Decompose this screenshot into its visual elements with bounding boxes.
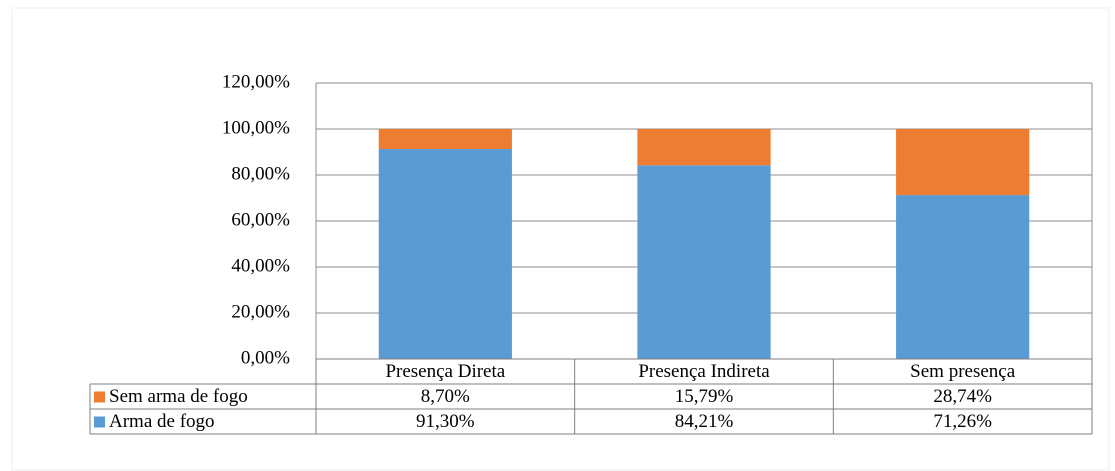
- legend-label: Sem arma de fogo: [109, 386, 248, 407]
- bar-segment: [378, 129, 512, 150]
- bar-segment: [378, 149, 512, 359]
- y-tick-label: 120,00%: [222, 71, 290, 92]
- y-tick-label: 40,00%: [231, 255, 290, 276]
- y-tick-label: 60,00%: [231, 209, 290, 230]
- legend-label: Arma de fogo: [109, 411, 215, 432]
- bar-segment: [637, 165, 771, 359]
- y-tick-label: 20,00%: [231, 301, 290, 322]
- bar-segment: [896, 129, 1030, 196]
- bar-segment: [896, 195, 1030, 359]
- data-label: 71,26%: [933, 411, 992, 432]
- legend-key: [94, 391, 105, 403]
- x-tick-label: Presença Direta: [385, 361, 505, 382]
- data-label: 28,74%: [933, 386, 992, 407]
- chart-border: [11, 7, 1110, 471]
- x-tick-label: Presença Indireta: [638, 361, 770, 382]
- legend-key: [94, 416, 105, 428]
- data-label: 84,21%: [675, 411, 734, 432]
- data-label: 91,30%: [416, 411, 475, 432]
- y-tick-label: 100,00%: [222, 117, 290, 138]
- y-tick-label: 80,00%: [231, 163, 290, 184]
- bar-segment: [637, 129, 771, 166]
- data-label: 15,79%: [675, 386, 734, 407]
- data-label: 8,70%: [421, 386, 470, 407]
- x-tick-label: Sem presença: [910, 361, 1016, 382]
- y-tick-label: 0,00%: [241, 347, 290, 368]
